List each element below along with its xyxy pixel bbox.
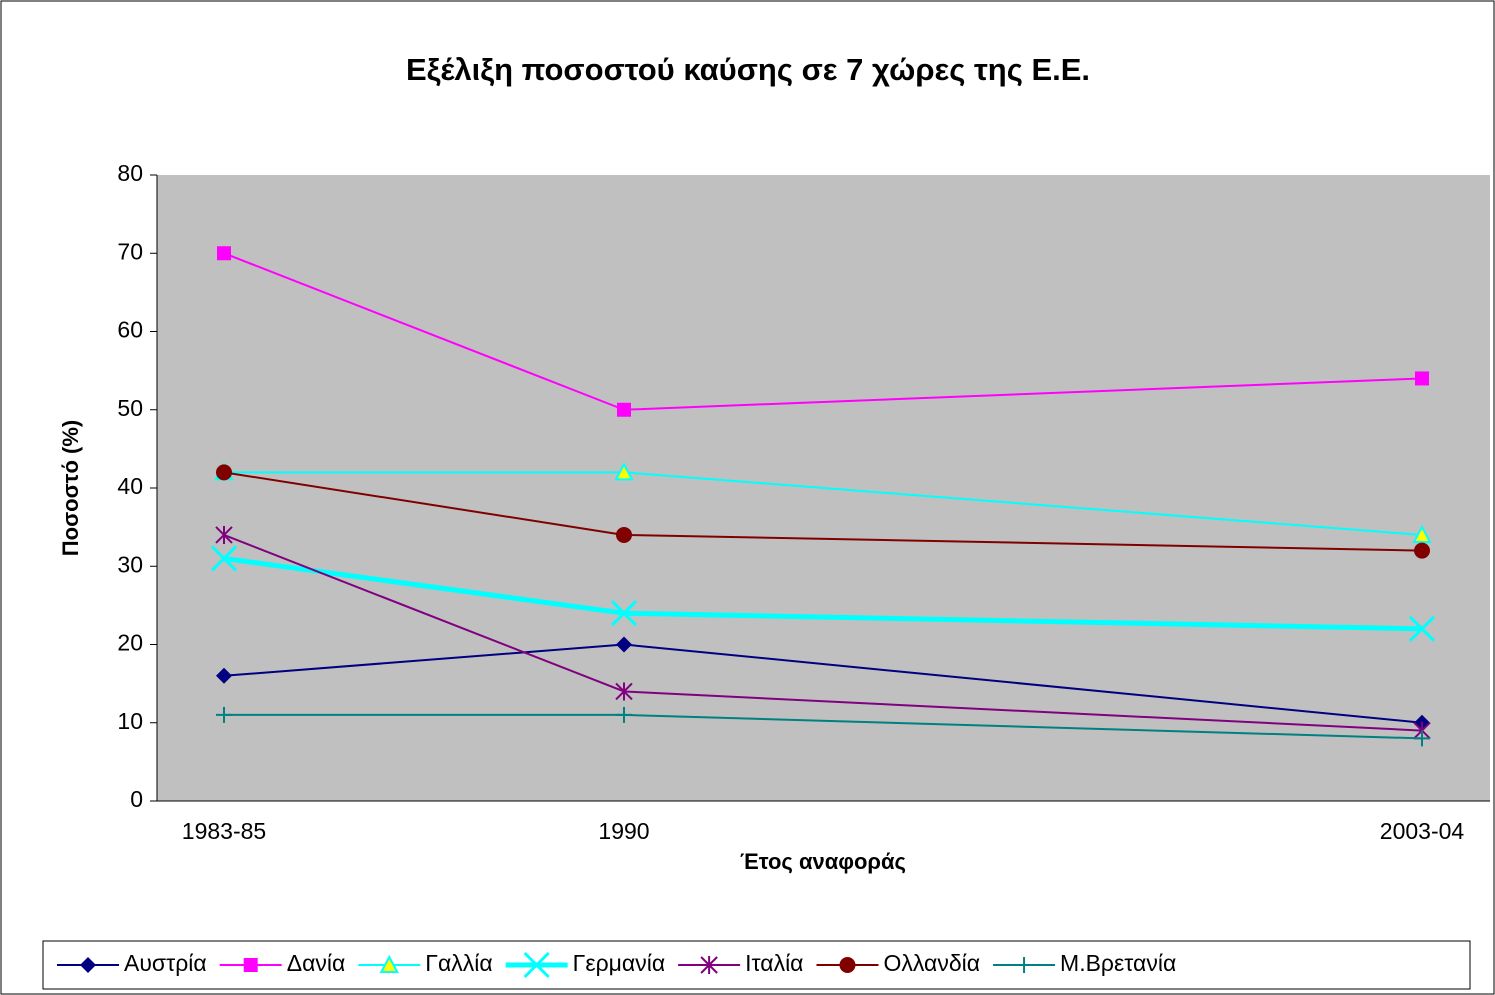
data-point [615, 682, 633, 701]
legend-label: Δανία [287, 950, 346, 976]
chart-title: Εξέλιξη ποσοστού καύσης σε 7 χώρες της Ε… [406, 52, 1090, 87]
data-point [616, 706, 632, 723]
y-tick-label: 80 [117, 160, 143, 186]
legend-marker [523, 951, 550, 979]
data-point [616, 636, 632, 653]
data-point [1414, 730, 1430, 747]
data-point [617, 402, 631, 417]
legend-marker [1016, 957, 1033, 973]
data-point [216, 464, 232, 481]
data-point [614, 462, 634, 481]
legend-marker [700, 956, 718, 974]
legend-marker [379, 954, 399, 973]
y-axis-label: Ποσοστό (%) [58, 420, 83, 556]
legend-label: Γερμανία [573, 950, 665, 976]
legend-label: Ιταλία [745, 950, 803, 976]
legend-marker [839, 957, 856, 973]
x-axis-label: Έτος αναφοράς [740, 849, 906, 874]
data-point [215, 525, 233, 544]
y-tick-label: 70 [117, 238, 143, 264]
data-point [216, 667, 232, 684]
data-point [1408, 615, 1436, 642]
legend-label: Ολλανδία [883, 950, 980, 976]
legend-label: Γαλλία [425, 950, 492, 976]
y-tick-label: 0 [130, 786, 143, 812]
data-point [210, 545, 238, 572]
x-tick-label: 1990 [598, 818, 649, 844]
data-point [610, 600, 638, 627]
data-point [1412, 524, 1432, 543]
legend-marker [80, 957, 96, 973]
data-point [616, 526, 632, 543]
data-point [1414, 542, 1430, 559]
x-tick-label: 1983-85 [182, 818, 266, 844]
y-tick-label: 50 [117, 395, 143, 421]
x-tick-label: 2003-04 [1380, 818, 1465, 844]
y-tick-label: 40 [117, 473, 143, 499]
legend-label: Αυστρία [124, 950, 207, 976]
y-tick-label: 20 [117, 630, 143, 656]
y-tick-label: 30 [117, 551, 143, 577]
data-point [217, 246, 231, 261]
y-tick-label: 60 [117, 317, 143, 343]
data-point [1415, 371, 1429, 386]
legend-marker [243, 958, 258, 972]
data-point [216, 706, 232, 723]
y-tick-label: 10 [117, 708, 143, 734]
legend-label: Μ.Βρετανία [1060, 950, 1176, 976]
